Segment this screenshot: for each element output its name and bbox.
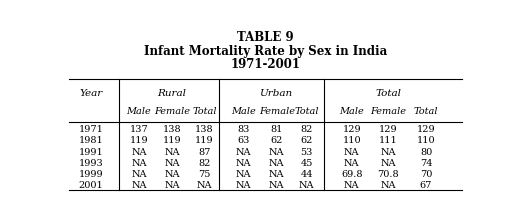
Text: Total: Total [295, 107, 319, 116]
Text: 119: 119 [163, 136, 182, 145]
Text: NA: NA [236, 181, 251, 191]
Text: Infant Mortality Rate by Sex in India: Infant Mortality Rate by Sex in India [144, 45, 387, 58]
Text: 137: 137 [130, 125, 148, 134]
Text: 129: 129 [417, 125, 435, 134]
Text: NA: NA [131, 159, 147, 168]
Text: NA: NA [236, 159, 251, 168]
Text: NA: NA [269, 148, 284, 157]
Text: 129: 129 [379, 125, 397, 134]
Text: 75: 75 [198, 170, 211, 179]
Text: Total: Total [192, 107, 217, 116]
Text: Male: Male [126, 107, 151, 116]
Text: NA: NA [380, 181, 396, 191]
Text: Total: Total [376, 89, 402, 98]
Text: 1991: 1991 [78, 148, 103, 157]
Text: 138: 138 [195, 125, 214, 134]
Text: 53: 53 [300, 148, 313, 157]
Text: 1971: 1971 [78, 125, 103, 134]
Text: 67: 67 [420, 181, 432, 191]
Text: NA: NA [197, 181, 212, 191]
Text: 45: 45 [300, 159, 313, 168]
Text: NA: NA [165, 181, 180, 191]
Text: Total: Total [414, 107, 438, 116]
Text: NA: NA [380, 148, 396, 157]
Text: Rural: Rural [157, 89, 186, 98]
Text: NA: NA [236, 170, 251, 179]
Text: NA: NA [131, 181, 147, 191]
Text: NA: NA [269, 181, 284, 191]
Text: NA: NA [380, 159, 396, 168]
Text: 80: 80 [420, 148, 432, 157]
Text: 111: 111 [379, 136, 397, 145]
Text: 83: 83 [237, 125, 250, 134]
Text: 69.8: 69.8 [341, 170, 363, 179]
Text: NA: NA [165, 148, 180, 157]
Text: NA: NA [236, 148, 251, 157]
Text: Urban: Urban [258, 89, 292, 98]
Text: NA: NA [165, 170, 180, 179]
Text: 74: 74 [420, 159, 433, 168]
Text: NA: NA [344, 159, 359, 168]
Text: NA: NA [344, 181, 359, 191]
Text: 1993: 1993 [78, 159, 103, 168]
Text: Female: Female [258, 107, 295, 116]
Text: NA: NA [131, 148, 147, 157]
Text: 1971-2001: 1971-2001 [231, 58, 300, 71]
Text: NA: NA [131, 170, 147, 179]
Text: NA: NA [165, 159, 180, 168]
Text: 1981: 1981 [78, 136, 103, 145]
Text: 63: 63 [237, 136, 250, 145]
Text: Male: Male [339, 107, 364, 116]
Text: NA: NA [269, 159, 284, 168]
Text: 70.8: 70.8 [377, 170, 399, 179]
Text: 81: 81 [270, 125, 283, 134]
Text: 62: 62 [300, 136, 313, 145]
Text: 138: 138 [163, 125, 182, 134]
Text: Year: Year [79, 89, 103, 98]
Text: NA: NA [269, 170, 284, 179]
Text: 62: 62 [270, 136, 283, 145]
Text: 70: 70 [420, 170, 432, 179]
Text: 1999: 1999 [79, 170, 103, 179]
Text: 44: 44 [300, 170, 313, 179]
Text: NA: NA [299, 181, 314, 191]
Text: 87: 87 [198, 148, 211, 157]
Text: Male: Male [231, 107, 256, 116]
Text: 119: 119 [130, 136, 148, 145]
Text: 119: 119 [195, 136, 214, 145]
Text: Female: Female [154, 107, 190, 116]
Text: NA: NA [344, 148, 359, 157]
Text: 129: 129 [342, 125, 361, 134]
Text: 2001: 2001 [78, 181, 103, 191]
Text: 110: 110 [417, 136, 435, 145]
Text: TABLE 9: TABLE 9 [237, 31, 294, 44]
Text: 82: 82 [300, 125, 313, 134]
Text: 110: 110 [342, 136, 361, 145]
Text: 82: 82 [198, 159, 211, 168]
Text: Female: Female [370, 107, 406, 116]
